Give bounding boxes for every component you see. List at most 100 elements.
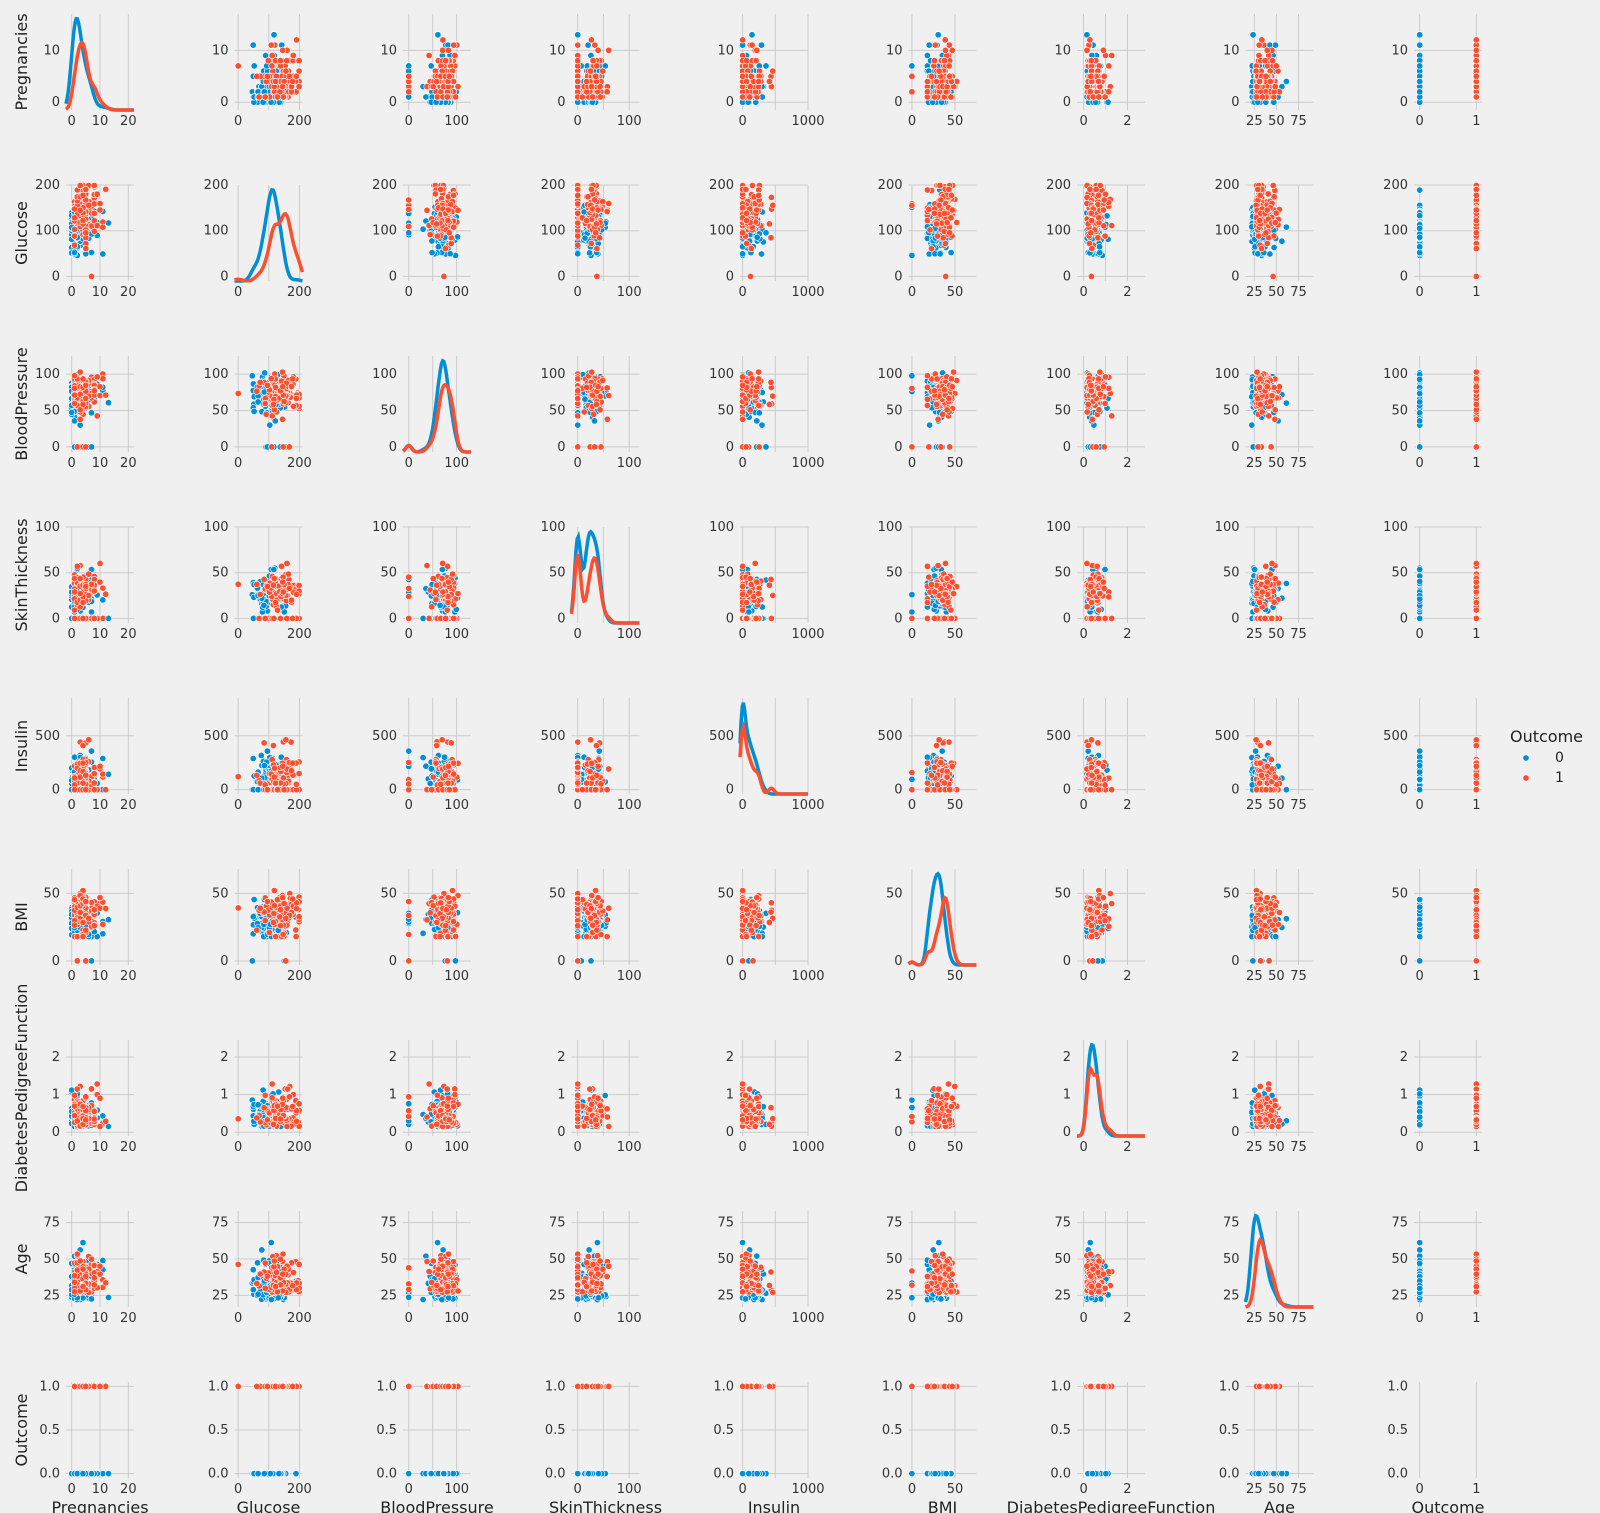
scatter-point [754, 207, 760, 213]
scatter-point [1269, 58, 1275, 64]
scatter-point [589, 94, 595, 100]
scatter-point [948, 249, 954, 255]
scatter-point [588, 37, 594, 43]
scatter-point [948, 94, 954, 100]
scatter-point [575, 58, 581, 64]
scatter-point [250, 42, 256, 48]
scatter-point [924, 78, 930, 84]
scatter-point [455, 83, 461, 89]
scatter-point [1417, 234, 1423, 240]
scatter-point [428, 63, 434, 69]
y-tick-label: 10 [1054, 43, 1071, 58]
scatter-point [1095, 235, 1101, 241]
x-tick-label: 50 [947, 114, 964, 129]
scatter-point [235, 63, 241, 69]
x-tick-label: 75 [1290, 285, 1307, 300]
scatter-point [594, 245, 600, 251]
x-tick-label: 100 [617, 285, 642, 300]
x-tick-label: 50 [947, 285, 964, 300]
scatter-point [749, 182, 755, 188]
scatter-point [254, 73, 260, 79]
scatter-point [600, 68, 606, 74]
scatter-series-outcome-0 [1417, 32, 1423, 106]
scatter-point [1264, 47, 1270, 53]
scatter-point [91, 228, 97, 234]
scatter-point [447, 251, 453, 257]
scatter-point [948, 215, 954, 221]
scatter-point [274, 94, 280, 100]
scatter-point [1088, 58, 1094, 64]
scatter-point [97, 200, 103, 206]
scatter-point [1100, 47, 1106, 53]
scatter-point [448, 240, 454, 246]
scatter-point [1473, 245, 1479, 251]
scatter-point [427, 231, 433, 237]
scatter-point [1096, 94, 1102, 100]
scatter-point [933, 78, 939, 84]
scatter-point [1101, 73, 1107, 79]
scatter-point [927, 227, 933, 233]
y-tick-label: 10 [380, 43, 397, 58]
scatter-point [739, 37, 745, 43]
panel-Pregnancies-vs-Insulin: 0 1000010 [717, 14, 824, 129]
scatter-point [1473, 73, 1479, 79]
scatter-point [1272, 219, 1278, 225]
scatter-point [909, 252, 915, 258]
x-tick-label: 20 [120, 456, 137, 471]
scatter-point [932, 42, 938, 48]
scatter-point [289, 78, 295, 84]
scatter-point [1417, 89, 1423, 95]
scatter-point [406, 223, 412, 229]
y-tick-label: 10 [717, 43, 734, 58]
y-tick-label: 10 [549, 43, 566, 58]
x-tick-label: 0 [68, 456, 76, 471]
scatter-point [1095, 78, 1101, 84]
scatter-point [1267, 251, 1273, 257]
scatter-point [1109, 52, 1115, 58]
scatter-point [739, 251, 745, 257]
scatter-point [756, 192, 762, 198]
x-tick-label: 100 [617, 114, 642, 129]
x-tick-label: 50 [1268, 285, 1285, 300]
scatter-point [71, 400, 77, 406]
scatter-point [97, 384, 103, 390]
scatter-point [575, 201, 581, 207]
panel-Glucose-vs-BloodPressure: 0 1000100200 [372, 178, 471, 300]
scatter-point [754, 234, 760, 240]
y-tick-label: 0 [1400, 269, 1408, 284]
scatter-point [924, 89, 930, 95]
scatter-point [754, 47, 760, 53]
scatter-point [941, 210, 947, 216]
scatter-point [277, 58, 283, 64]
x-tick-label: 75 [1290, 114, 1307, 129]
scatter-point [445, 217, 451, 223]
scatter-point [1473, 37, 1479, 43]
scatter-point [1417, 225, 1423, 231]
y-tick-label: 100 [372, 224, 397, 239]
panel-Glucose-vs-BMI: 0 500100200 [878, 178, 977, 300]
scatter-point [1473, 58, 1479, 64]
x-tick-label: 1000 [791, 285, 824, 300]
scatter-point [80, 376, 86, 382]
scatter-point [595, 207, 601, 213]
scatter-point [1473, 230, 1479, 236]
scatter-point [948, 192, 954, 198]
scatter-point [942, 47, 948, 53]
scatter-point [100, 251, 106, 257]
scatter-point [71, 392, 77, 398]
scatter-point [284, 58, 290, 64]
panel-Pregnancies-vs-Age: 25 50 75010 [1223, 14, 1314, 129]
scatter-point [1263, 73, 1269, 79]
panel-BloodPressure-vs-Pregnancies: 0 10 20050100 [35, 356, 136, 471]
scatter-point [1417, 32, 1423, 38]
scatter-point [1263, 230, 1269, 236]
scatter-point [94, 413, 100, 419]
x-tick-label: 0 [405, 285, 413, 300]
scatter-point [924, 217, 930, 223]
x-tick-label: 25 [1246, 114, 1263, 129]
scatter-point [438, 186, 444, 192]
scatter-point [406, 73, 412, 79]
scatter-point [103, 186, 109, 192]
scatter-point [280, 47, 286, 53]
